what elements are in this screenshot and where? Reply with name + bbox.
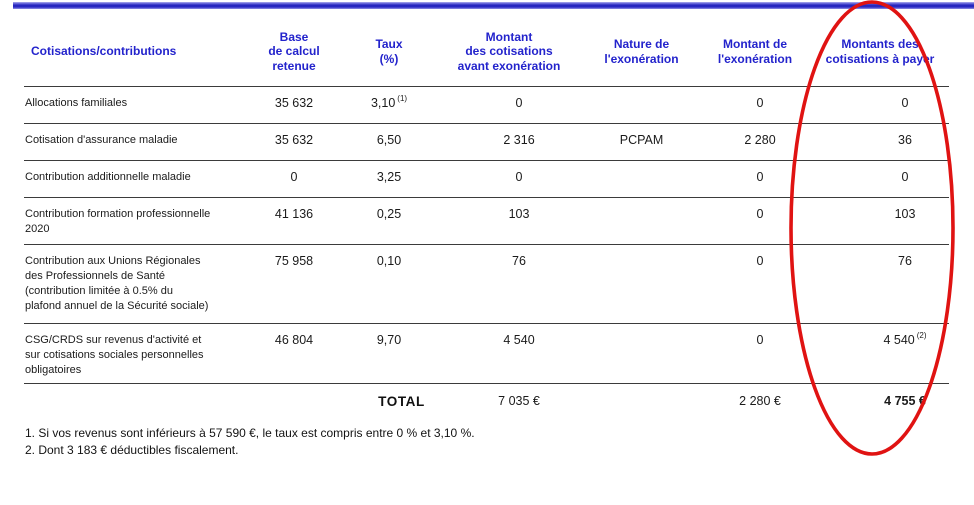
cell-taux: 0,25	[376, 207, 402, 221]
empty-cell	[584, 384, 699, 418]
cell-base: 41 136	[274, 207, 314, 221]
table-row-unions-regionales: Contribution aux Unions Régionales des P…	[24, 245, 949, 324]
footnote-marker-1: (1)	[397, 94, 408, 103]
cell-montant-avant: 2 316	[503, 133, 535, 147]
cell-nature	[584, 324, 699, 384]
cell-taux: 3,10 (1)	[344, 87, 434, 124]
table-row-additionnelle-maladie: Contribution additionnelle maladie 0 3,2…	[24, 161, 949, 198]
cell-nature	[584, 161, 699, 198]
cell-montant-exo: 0	[756, 207, 764, 221]
cell-taux: 6,50	[376, 133, 402, 147]
cell-nature	[584, 87, 699, 124]
table-row-assurance-maladie: Cotisation d'assurance maladie 35 632 6,…	[24, 124, 949, 161]
cell-montant-exo: 2 280	[744, 133, 776, 147]
cell-montant-exo: 0	[756, 170, 764, 184]
cell-montant-avant: 0	[515, 96, 523, 110]
total-label: TOTAL	[378, 394, 425, 409]
total-montant-exo: 2 280 €	[739, 394, 781, 408]
total-montant-avant: 7 035 €	[498, 394, 540, 408]
table-row-allocations-familiales: Allocations familiales 35 632 3,10 (1) 0 …	[24, 87, 949, 124]
contributions-table: Cotisations/contributions Base de calcul…	[24, 9, 949, 417]
taux-value: 3,10	[370, 96, 396, 110]
col-header-montants-a-payer: Montants des cotisations à payer	[811, 9, 949, 87]
cell-nature	[584, 245, 699, 324]
row-label: Cotisation d'assurance maladie	[25, 134, 178, 146]
col-header-montant-avant: Montant des cotisations avant exonératio…	[434, 9, 584, 87]
cell-base: 35 632	[274, 96, 314, 110]
table-row-formation-professionnelle: Contribution formation professionnelle 2…	[24, 198, 949, 245]
cell-montant-exo: 0	[756, 254, 764, 268]
row-label: Contribution additionnelle maladie	[25, 171, 191, 183]
row-label: CSG/CRDS sur revenus d'activité et sur c…	[25, 334, 204, 376]
table-row-csg-crds: CSG/CRDS sur revenus d'activité et sur c…	[24, 324, 949, 384]
cell-a-payer: 76	[898, 254, 912, 268]
cell-montant-avant: 103	[508, 207, 530, 221]
cell-taux: 3,25	[376, 170, 402, 184]
row-label: Allocations familiales	[25, 97, 128, 109]
a-payer-value: 4 540	[883, 333, 915, 347]
footnote-1: 1. Si vos revenus sont inférieurs à 57 5…	[25, 426, 475, 440]
row-label: Contribution aux Unions Régionales des P…	[25, 255, 209, 312]
col-header-taux: Taux (%)	[344, 9, 434, 87]
cell-a-payer: 0	[901, 170, 909, 184]
cell-montant-avant: 76	[512, 254, 526, 268]
cell-base: 0	[290, 170, 298, 184]
cell-a-payer: 103	[894, 207, 916, 221]
table-header-row: Cotisations/contributions Base de calcul…	[24, 9, 949, 87]
empty-cell	[24, 384, 244, 418]
col-header-montant-exoneration: Montant de l'exonération	[699, 9, 811, 87]
cell-nature	[584, 198, 699, 245]
col-header-base-calcul: Base de calcul retenue	[244, 9, 344, 87]
col-header-nature-exoneration: Nature de l'exonération	[584, 9, 699, 87]
footnote-2: 2. Dont 3 183 € déductibles fiscalement.	[25, 442, 239, 457]
cell-base: 46 804	[274, 333, 314, 347]
cell-a-payer: 4 540 (2)	[811, 324, 949, 384]
cell-a-payer: 0	[901, 96, 909, 110]
cell-montant-avant: 4 540	[503, 333, 535, 347]
cell-base: 75 958	[274, 254, 314, 268]
cell-montant-avant: 0	[515, 170, 523, 184]
empty-cell	[244, 384, 344, 418]
cell-base: 35 632	[274, 133, 314, 147]
row-label: Contribution formation professionnelle 2…	[25, 208, 211, 235]
cell-nature: PCPAM	[619, 133, 664, 147]
total-a-payer: 4 755 €	[884, 394, 926, 408]
footnote-marker-2: (2)	[916, 331, 927, 340]
cell-a-payer: 36	[898, 133, 912, 147]
table-total-row: TOTAL 7 035 € 2 280 € 4 755 €	[24, 384, 949, 418]
cell-montant-exo: 0	[756, 96, 764, 110]
footnotes: 1. Si vos revenus sont inférieurs à 57 5…	[25, 425, 475, 458]
cell-taux: 9,70	[376, 333, 402, 347]
cell-taux: 0,10	[376, 254, 402, 268]
cell-montant-exo: 0	[756, 333, 764, 347]
col-header-cotisations: Cotisations/contributions	[24, 9, 244, 87]
top-blue-bar	[13, 2, 974, 9]
